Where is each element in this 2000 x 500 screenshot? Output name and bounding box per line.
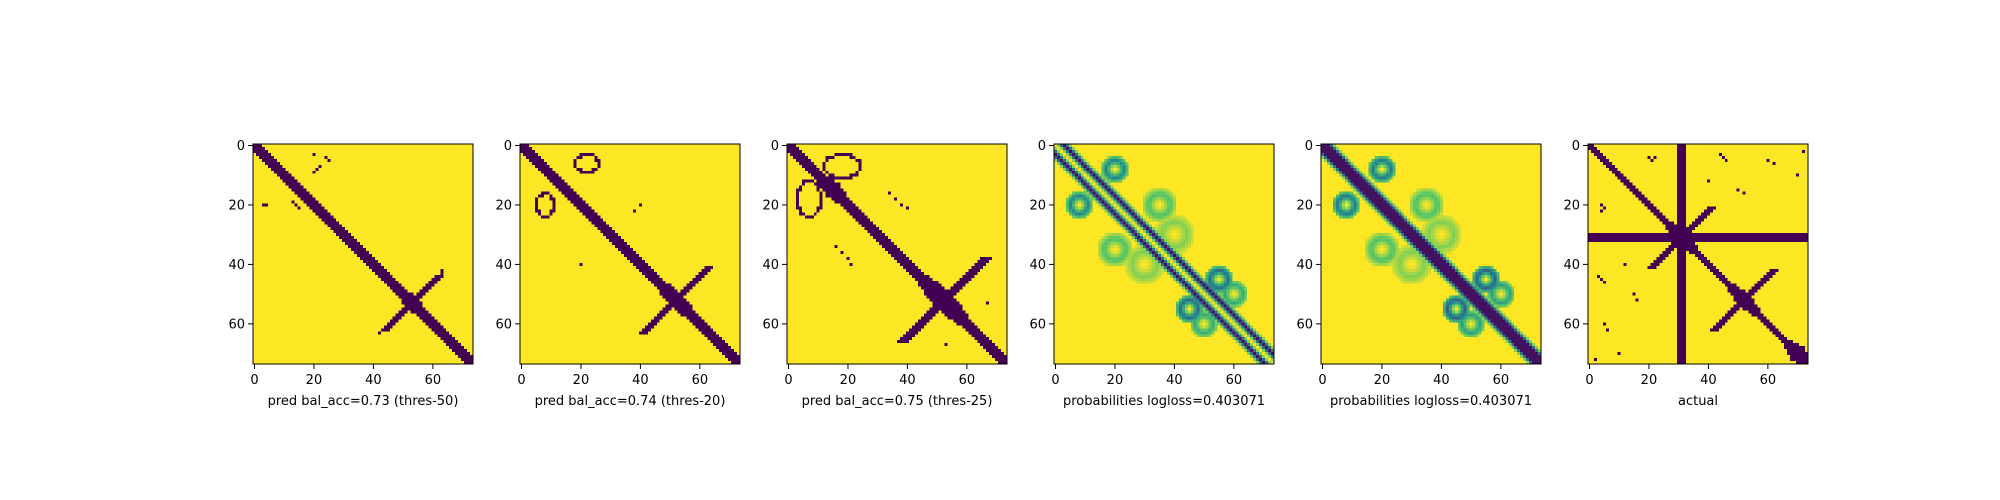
y-tick-label: 20 [1296, 198, 1313, 213]
y-tick-label: 40 [1296, 258, 1313, 273]
y-tick-label: 20 [762, 198, 779, 213]
x-tick-label: 40 [632, 373, 649, 388]
x-tick-label: 0 [784, 373, 792, 388]
y-tick-label: 60 [228, 317, 245, 332]
y-tick-label: 60 [1296, 317, 1313, 332]
y-tick-label: 0 [504, 139, 512, 154]
x-axis-label: pred bal_acc=0.74 (thres-20) [535, 394, 726, 409]
x-axis-label: actual [1678, 394, 1718, 409]
y-tick-label: 40 [762, 258, 779, 273]
x-tick-label: 0 [1318, 373, 1326, 388]
heatmap-panel-1: 0 20 40 60 0 20 40 60 pred bal_acc=0.73 (thres-5… [228, 139, 473, 409]
x-tick-label: 60 [692, 373, 709, 388]
x-tick-label: 40 [899, 373, 916, 388]
x-axis-label: probabilities logloss=0.403071 [1330, 394, 1532, 409]
x-tick-label: 40 [1433, 373, 1450, 388]
y-tick-label: 0 [1305, 139, 1313, 154]
heatmap-cells [1588, 144, 1808, 364]
x-tick-label: 60 [1760, 373, 1777, 388]
y-tick-label: 40 [1029, 258, 1046, 273]
x-tick-label: 0 [517, 373, 525, 388]
x-tick-label: 20 [1107, 373, 1124, 388]
y-tick-label: 0 [1572, 139, 1580, 154]
y-tick-label: 40 [228, 258, 245, 273]
heatmap-cells [787, 144, 1007, 364]
heatmap-cells [1054, 144, 1274, 364]
x-tick-label: 0 [250, 373, 258, 388]
x-tick-label: 40 [1166, 373, 1183, 388]
heatmap-panel-3: 0 20 40 60 0 20 40 60 pred bal_acc=0.75 (thres-2… [762, 139, 1007, 409]
heatmap-panel-2: 0 20 40 60 0 20 40 60 pred bal_acc=0.74 (thres-2… [495, 139, 740, 409]
x-axis-label: pred bal_acc=0.75 (thres-25) [802, 394, 993, 409]
heatmap-cells [1321, 144, 1541, 364]
x-tick-label: 60 [959, 373, 976, 388]
x-tick-label: 60 [425, 373, 442, 388]
heatmap-panel-4: 0 20 40 60 0 20 40 60 probabilities logloss=0.40… [1029, 139, 1274, 409]
y-tick-label: 20 [228, 198, 245, 213]
x-tick-label: 60 [1226, 373, 1243, 388]
x-tick-label: 0 [1585, 373, 1593, 388]
y-tick-label: 60 [495, 317, 512, 332]
x-tick-label: 40 [365, 373, 382, 388]
y-tick-label: 40 [1563, 258, 1580, 273]
y-tick-label: 0 [771, 139, 779, 154]
y-tick-label: 0 [237, 139, 245, 154]
y-tick-label: 0 [1038, 139, 1046, 154]
y-tick-label: 60 [1029, 317, 1046, 332]
y-tick-label: 20 [1029, 198, 1046, 213]
x-axis-label: pred bal_acc=0.73 (thres-50) [268, 394, 459, 409]
x-tick-label: 20 [306, 373, 323, 388]
x-tick-label: 20 [573, 373, 590, 388]
x-tick-label: 20 [1641, 373, 1658, 388]
heatmap-cells [520, 144, 740, 364]
y-tick-label: 20 [495, 198, 512, 213]
x-tick-label: 40 [1700, 373, 1717, 388]
x-tick-label: 0 [1051, 373, 1059, 388]
y-tick-label: 40 [495, 258, 512, 273]
heatmap-panel-5: 0 20 40 60 0 20 40 60 probabilities logloss=0.40… [1296, 139, 1541, 409]
y-tick-label: 60 [762, 317, 779, 332]
x-tick-label: 20 [1374, 373, 1391, 388]
x-tick-label: 20 [840, 373, 857, 388]
heatmap-panel-6: 0 20 40 60 0 20 40 60 actual [1563, 139, 1808, 409]
y-tick-label: 20 [1563, 198, 1580, 213]
x-tick-label: 60 [1493, 373, 1510, 388]
heatmap-cells [253, 144, 473, 364]
y-tick-label: 60 [1563, 317, 1580, 332]
x-axis-label: probabilities logloss=0.403071 [1063, 394, 1265, 409]
